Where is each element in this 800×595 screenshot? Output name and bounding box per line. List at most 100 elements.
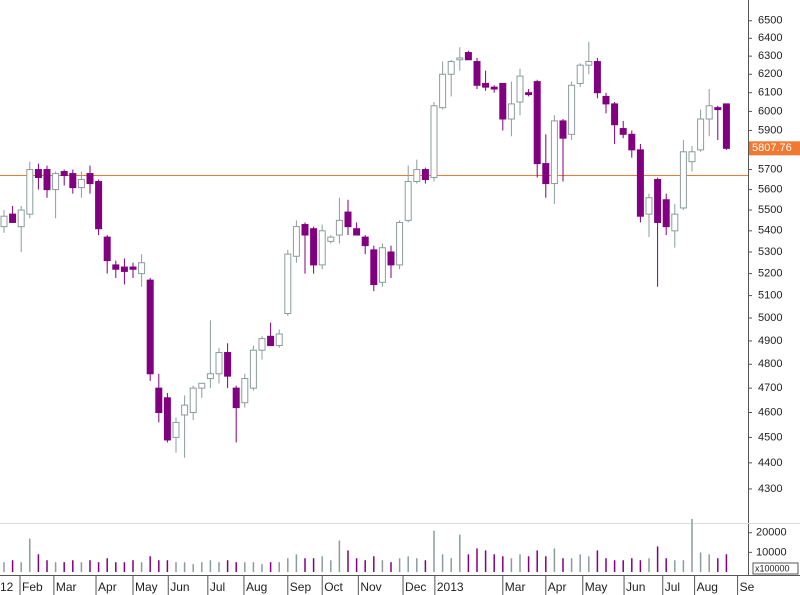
- x-tick-label: Apr: [98, 580, 117, 594]
- candle-body: [697, 118, 705, 151]
- candle-body: [576, 64, 584, 84]
- candle-body: [43, 169, 51, 191]
- candle-body: [327, 236, 335, 242]
- candle-body: [206, 373, 214, 380]
- candle-body: [189, 387, 197, 414]
- candle-body: [550, 120, 558, 185]
- candle-body: [447, 61, 455, 75]
- y-tick-label: 4500: [758, 431, 782, 443]
- candle-body: [34, 169, 42, 179]
- last-price-box: [749, 141, 800, 156]
- x-tick-label: Mar: [56, 580, 77, 594]
- y-tick-label: 4700: [758, 382, 782, 394]
- y-tick-label: 6200: [758, 68, 782, 80]
- x-tick-label: Aug: [697, 580, 718, 594]
- candle-body: [568, 84, 576, 135]
- candle-body: [645, 197, 653, 215]
- y-tick-label: 5400: [758, 225, 782, 237]
- candle-body: [215, 352, 223, 375]
- candle-body: [439, 73, 447, 109]
- candle-body: [679, 151, 687, 209]
- y-tick-label: 6100: [758, 87, 782, 99]
- candle-body: [60, 171, 68, 177]
- candle-body: [421, 169, 429, 181]
- candle-body: [301, 224, 309, 236]
- candle-body: [112, 264, 120, 270]
- candle-body: [181, 404, 189, 416]
- candle-body: [26, 169, 34, 215]
- y-tick-label: 4600: [758, 406, 782, 418]
- candle-body: [284, 253, 292, 315]
- x-tick-label: Jul: [665, 580, 680, 594]
- y-tick-label: 5100: [758, 289, 782, 301]
- y-tick-label: 4400: [758, 457, 782, 469]
- x-tick-label: Jun: [626, 580, 645, 594]
- candle-body: [542, 163, 550, 185]
- candle-body: [516, 75, 524, 103]
- y-tick-label: 5700: [758, 163, 782, 175]
- candle-body: [370, 249, 378, 286]
- x-tick-label: Se: [740, 580, 755, 594]
- candle-body: [688, 151, 696, 163]
- candle-body: [593, 61, 601, 94]
- candle-body: [9, 213, 17, 223]
- y-tick-label: 6400: [758, 32, 782, 44]
- x-tick-label: Sep: [290, 580, 312, 594]
- x-tick-label: Dec: [405, 580, 426, 594]
- candle-body: [662, 199, 670, 228]
- candle-body: [628, 133, 636, 151]
- candle-body: [155, 387, 163, 414]
- x-tick-label: Apr: [548, 580, 567, 594]
- candle-body: [525, 92, 533, 96]
- candle-body: [103, 236, 111, 262]
- volume-tick-label: 10000: [756, 546, 787, 558]
- y-tick-label: 4300: [758, 483, 782, 495]
- candle-body: [310, 228, 318, 266]
- x-tick-label: May: [135, 580, 158, 594]
- candle-body: [69, 173, 77, 189]
- candle-body: [318, 230, 326, 266]
- candle-body: [275, 333, 283, 347]
- candle-body: [361, 236, 369, 247]
- candle-body: [473, 61, 481, 86]
- candle-body: [619, 128, 627, 135]
- x-tick-label: Mar: [505, 580, 526, 594]
- candle-body: [671, 213, 679, 232]
- candle-body: [52, 173, 60, 191]
- x-tick-label: Jul: [210, 580, 225, 594]
- last-price-label: 5807.76: [752, 142, 792, 154]
- y-tick-label: 5300: [758, 246, 782, 258]
- candle-body: [77, 179, 85, 189]
- volume-tick-label: 20000: [756, 527, 787, 539]
- y-tick-label: 6500: [758, 15, 782, 27]
- candle-body: [430, 105, 438, 179]
- candle-body: [387, 251, 395, 266]
- y-tick-label: 5200: [758, 267, 782, 279]
- volume-unit-box: [752, 562, 799, 575]
- candle-body: [722, 103, 730, 149]
- volume-unit: x100000: [755, 563, 790, 573]
- candle-body: [129, 266, 137, 270]
- x-tick-label: Nov: [360, 580, 381, 594]
- candle-body: [482, 82, 490, 88]
- candle-body: [224, 352, 232, 377]
- candle-body: [490, 86, 498, 90]
- candle-body: [198, 382, 206, 389]
- candle-body: [163, 397, 171, 441]
- candle-body: [636, 149, 644, 217]
- candle-body: [146, 279, 154, 375]
- y-tick-label: 5900: [758, 124, 782, 136]
- candle-body: [249, 349, 257, 389]
- candle-body: [120, 266, 128, 272]
- candle-body: [232, 387, 240, 409]
- candle-body: [404, 181, 412, 221]
- candle-body: [267, 335, 275, 347]
- candle-body: [335, 219, 343, 236]
- x-tick-label: 2013: [437, 580, 464, 594]
- candle-body: [559, 120, 567, 139]
- candle-body: [95, 181, 103, 230]
- candle-body: [585, 61, 593, 66]
- candle-body: [86, 173, 94, 185]
- candle-body: [611, 103, 619, 126]
